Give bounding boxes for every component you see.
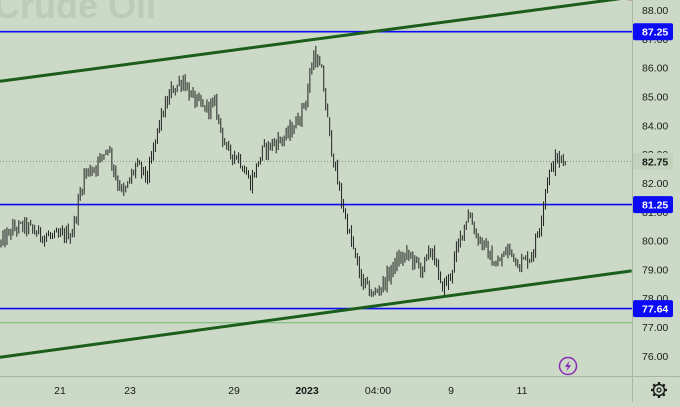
settings-gear-icon[interactable] [651,382,667,398]
time-tick-label: 21 [54,385,66,397]
level-price-tag-bg [633,300,673,318]
time-tick-label: 9 [448,385,454,397]
price-tick-label: 77.00 [642,322,668,334]
time-tick-label: 23 [124,385,136,397]
last-price-tag: 82.75 [642,156,668,168]
price-tick-label: 85.00 [642,92,668,104]
level-price-tag-bg [633,196,673,214]
time-tick-label: 11 [517,385,528,397]
time-tick-label: 2023 [295,385,319,397]
watermark-text: Crude Oil [0,0,156,26]
price-tick-label: 88.00 [642,5,668,17]
price-tick-label: 86.00 [642,63,668,75]
level-price-tag: 77.64 [642,304,668,316]
horizontal-levels [0,30,632,324]
time-axis[interactable]: 21 23 29 2023 04:00 9 11 [54,385,527,397]
price-tick-label: 80.00 [642,236,668,248]
candles [0,45,566,298]
price-tick-label: 82.00 [642,178,668,190]
level-price-tag-bg [633,23,673,41]
trendline [0,269,632,359]
time-tick-label: 04:00 [365,385,391,397]
trendline [0,0,622,83]
level-price-tag: 81.25 [642,200,668,212]
price-tick-label: 76.00 [642,351,668,363]
trendlines [0,0,632,359]
replay-icon[interactable] [558,356,578,376]
price-tick-label: 84.00 [642,120,668,132]
price-tags: 87.25 81.25 77.64 82.75 [633,23,673,318]
level-price-tag: 87.25 [642,27,668,39]
time-tick-label: 29 [228,385,240,397]
price-tick-label: 79.00 [642,264,668,276]
last-price-tag-bg [633,152,673,170]
